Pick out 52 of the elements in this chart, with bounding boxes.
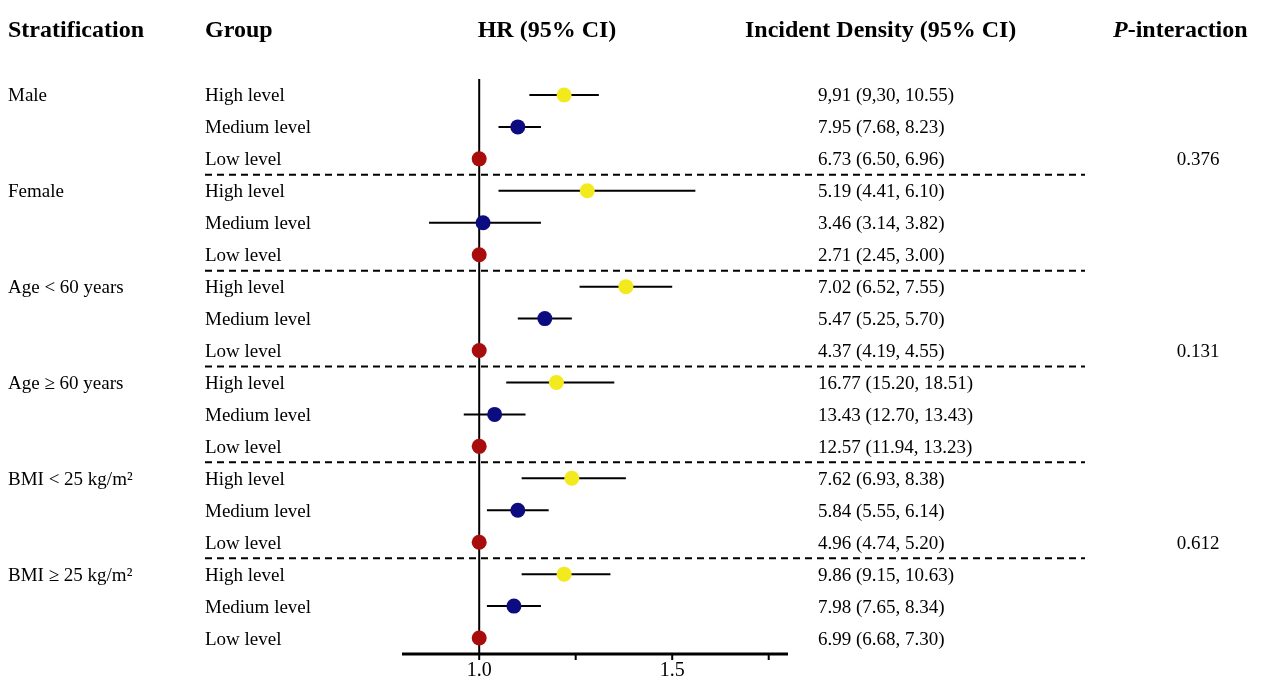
text: 7.62 (6.93, 8.38) xyxy=(818,467,945,490)
y-tick-label: High level xyxy=(205,563,285,585)
y-tick-label: Low level xyxy=(205,627,282,649)
text: Male xyxy=(8,84,48,106)
text: 0.131 xyxy=(1176,340,1220,362)
y-tick-label: Medium level xyxy=(205,403,312,425)
text: 9.86 (9.15, 10.63) xyxy=(818,563,955,586)
x-tick-label: 1.5 xyxy=(659,658,685,681)
text: 5.47 (5.25, 5.70) xyxy=(818,308,945,331)
text: 0.376 xyxy=(1176,148,1220,170)
text: Incident Density (95% CI) xyxy=(745,16,1017,42)
text: 9,91 (9,30, 10.55) xyxy=(818,84,955,107)
y-tick-label: Low level xyxy=(205,531,282,553)
y-tick-label: High level xyxy=(205,84,285,106)
y-tick-label: High level xyxy=(205,467,285,489)
text: 7.02 (6.52, 7.55) xyxy=(818,276,945,299)
text: 7.95 (7.68, 8.23) xyxy=(818,116,945,139)
text: 12.57 (11.94, 13.23) xyxy=(818,435,973,458)
text: Female xyxy=(8,180,64,202)
text: 6.73 (6.50, 6.96) xyxy=(818,148,945,171)
text: 2.71 (2.45, 3.00) xyxy=(818,244,945,267)
text: Stratification xyxy=(8,16,144,42)
chart-title: HR (95% CI) xyxy=(477,16,617,42)
y-tick-label: Medium level xyxy=(205,212,312,234)
y-tick-label: High level xyxy=(205,276,285,298)
text: 5.19 (4.41, 6.10) xyxy=(818,180,945,203)
y-tick-label: Medium level xyxy=(205,116,312,138)
text: Age ≥ 60 years xyxy=(8,371,124,393)
text: 4.96 (4.74, 5.20) xyxy=(818,531,945,554)
text: 0.612 xyxy=(1176,531,1220,553)
y-tick-label: High level xyxy=(205,371,285,393)
y-tick-label: Low level xyxy=(205,244,282,266)
text: BMI < 25 kg/m² xyxy=(8,467,133,489)
y-tick-label: Medium level xyxy=(205,595,312,617)
text: 7.98 (7.65, 8.34) xyxy=(818,595,945,618)
x-tick-label: 1.0 xyxy=(466,658,492,681)
text: BMI ≥ 25 kg/m² xyxy=(8,563,133,585)
y-tick-label: Medium level xyxy=(205,308,312,330)
y-tick-label: Medium level xyxy=(205,499,312,521)
text: 13.43 (12.70, 13.43) xyxy=(818,403,974,426)
text: 5.84 (5.55, 6.14) xyxy=(818,499,945,522)
y-tick-label: High level xyxy=(205,180,285,202)
text: Group xyxy=(205,16,273,42)
text: Age < 60 years xyxy=(8,276,124,298)
text: 4.37 (4.19, 4.55) xyxy=(818,340,945,363)
y-tick-label: Low level xyxy=(205,148,282,170)
y-tick-label: Low level xyxy=(205,435,282,457)
text: 6.99 (6.68, 7.30) xyxy=(818,627,945,650)
text: 3.46 (3.14, 3.82) xyxy=(818,212,945,235)
text: P-interaction xyxy=(1112,16,1248,42)
y-tick-label: Low level xyxy=(205,340,282,362)
text: 16.77 (15.20, 18.51) xyxy=(818,371,974,394)
